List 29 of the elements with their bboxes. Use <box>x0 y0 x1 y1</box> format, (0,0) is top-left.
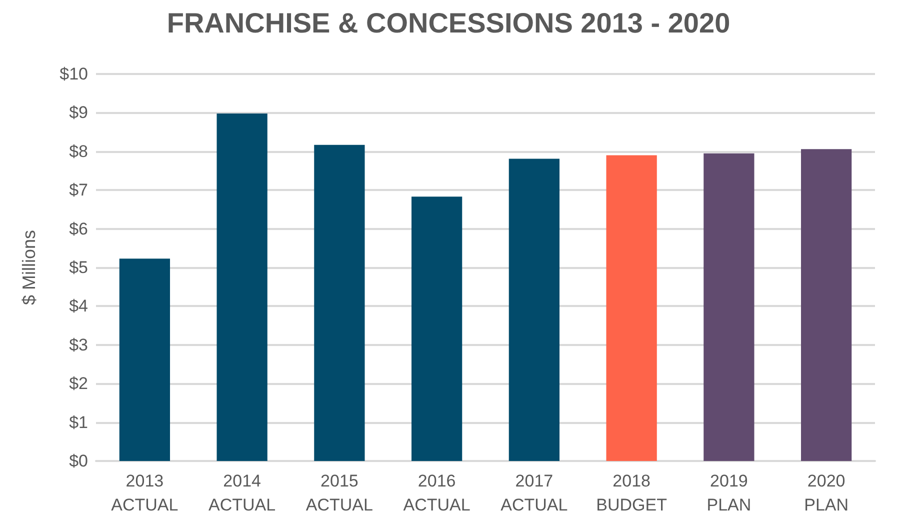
y-tick-label: $0 <box>69 452 88 470</box>
y-tick-label: $10 <box>60 64 88 84</box>
chart-title: FRANCHISE & CONCESSIONS 2013 - 2020 <box>166 8 730 38</box>
y-tick-label: $1 <box>69 412 88 432</box>
bar <box>508 158 560 461</box>
y-tick-label: $3 <box>69 335 88 354</box>
bar <box>606 155 657 461</box>
x-tick-label: 2013 ACTUAL <box>111 472 178 514</box>
bar <box>216 113 268 461</box>
x-tick-label: 2015 ACTUAL <box>306 472 373 514</box>
y-tick-label: $5 <box>69 258 88 277</box>
y-axis-title: $ Millions <box>19 230 39 306</box>
y-tick-label: $8 <box>69 142 88 161</box>
y-tick-label: $7 <box>69 180 88 200</box>
bar <box>314 144 365 461</box>
x-tick-label: 2019 PLAN <box>706 472 752 514</box>
x-tick-label: 2018 BUDGET <box>596 472 667 514</box>
x-tick-label: 2020 PLAN <box>804 472 849 514</box>
x-tick-label: 2014 ACTUAL <box>208 472 276 514</box>
y-tick-label: $4 <box>69 296 88 316</box>
bar <box>119 258 170 461</box>
x-tick-label: 2016 ACTUAL <box>403 472 470 514</box>
x-tick-label: 2017 ACTUAL <box>500 472 568 514</box>
bar <box>411 196 462 461</box>
bar <box>800 149 852 461</box>
bar <box>704 153 754 461</box>
y-tick-label: $9 <box>69 103 88 122</box>
y-tick-label: $6 <box>69 219 88 238</box>
y-tick-label: $2 <box>69 374 88 394</box>
